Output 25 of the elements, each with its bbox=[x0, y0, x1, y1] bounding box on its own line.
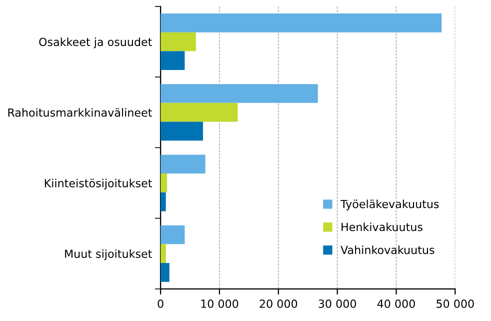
x-tick-label: 50 000 bbox=[436, 300, 474, 308]
legend-label: Vahinkovakuutus bbox=[340, 246, 434, 254]
bar bbox=[160, 102, 238, 122]
y-tick-label: Rahoitusmarkkinavälineet bbox=[8, 108, 152, 117]
x-tick-label: 20 000 bbox=[260, 300, 298, 308]
y-tick-label: Osakkeet ja osuudet bbox=[39, 38, 152, 48]
x-tick-label: 0 bbox=[158, 300, 164, 308]
bar bbox=[160, 244, 166, 264]
legend-label: Henkivakuutus bbox=[342, 222, 422, 232]
bar bbox=[160, 84, 318, 103]
bar bbox=[160, 225, 185, 244]
bar bbox=[160, 51, 185, 70]
bar bbox=[160, 263, 170, 282]
bar bbox=[160, 174, 168, 192]
x-tick-label: 30 000 bbox=[318, 300, 356, 308]
y-tick-label: Kiinteistösijoitukset bbox=[44, 178, 152, 190]
legend-label: Työeläkevakuutus bbox=[340, 200, 439, 210]
y-tick-label: Muut sijoitukset bbox=[65, 249, 152, 260]
bar bbox=[160, 32, 196, 52]
bar bbox=[160, 154, 206, 174]
bar bbox=[160, 192, 166, 212]
x-tick-label: 10 000 bbox=[201, 300, 238, 308]
x-tick-label: 40 000 bbox=[377, 300, 415, 308]
bar bbox=[160, 122, 203, 141]
bar bbox=[160, 13, 442, 32]
